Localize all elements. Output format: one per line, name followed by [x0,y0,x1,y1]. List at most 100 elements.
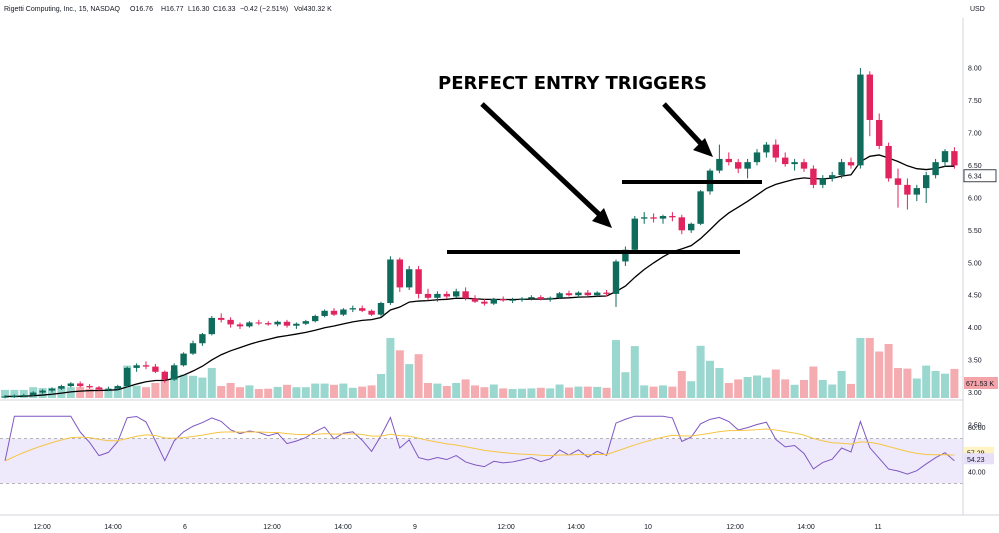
rsi-band [0,438,963,484]
candle-body [246,322,253,327]
candle-body [932,162,939,176]
candle [11,394,18,398]
candle-body [612,261,620,294]
volume-bar [377,374,385,398]
candle-body [490,299,497,304]
volume-bar [922,365,931,398]
rsi-line [4,415,955,475]
candle-body [227,319,234,325]
candle-body [744,162,751,169]
ema-line [4,154,955,398]
ohlc-close: C16.33 [213,6,236,13]
volume-bar [640,385,649,398]
candle [735,158,742,174]
time-tick-label: 11 [874,524,881,531]
candle [255,319,262,326]
candle [453,288,460,298]
volume-bar [132,385,141,398]
candle [537,295,544,301]
candle [885,142,892,182]
volume-bar [771,369,780,398]
candle [77,381,84,388]
candle [30,391,37,397]
candle-body [236,324,244,327]
candle-body [471,298,479,302]
volume-bar [179,374,188,398]
volume-bar [113,386,122,398]
volume-bar [790,384,799,398]
candle [349,305,356,313]
volume-bar [461,379,470,398]
ohlc-open: O16.76 [130,6,153,13]
volume-bar [320,383,329,398]
candle-body [603,292,610,294]
candle [443,291,450,300]
candle [368,309,375,316]
volume-bar [621,372,630,398]
candle-body [142,365,150,367]
candle-body [678,217,685,231]
price-tick-label: 7.00 [968,130,982,137]
candle [518,297,526,302]
volume-bar [480,387,489,398]
rsi-pane [0,415,963,484]
candle [810,165,817,189]
volume-header: Vol430.32 K [294,6,332,13]
candle [688,222,695,233]
volume-bar [442,386,451,398]
candle-body [772,144,779,158]
candle [866,71,873,137]
volume-bar [668,386,677,398]
price-tick-label: 3.00 [968,390,982,397]
candle [189,340,197,355]
price-tick-label: 4.00 [968,325,982,332]
candle [894,168,902,208]
volume-bar [292,387,301,398]
volume-bar [95,388,103,398]
candle-body [847,162,855,166]
volume-bar [386,338,395,398]
volume-bar [828,384,837,398]
annotation-title: PERFECT ENTRY TRIGGERS [438,73,707,94]
candle [669,212,676,222]
time-tick-label: 10 [644,524,652,531]
candle [133,363,140,372]
candle [500,296,507,302]
candle-body [641,217,648,219]
price-tick-label: 5.00 [968,260,982,267]
candle [434,291,441,302]
candle [302,319,309,326]
candle-body [838,162,845,176]
candle [941,149,949,167]
price-tick-label: 4.50 [968,293,982,300]
candle-body [368,310,375,315]
candle-body [575,292,582,296]
candle [227,317,234,328]
candle-body [171,365,178,380]
volume-bar [677,371,686,398]
candle-body [819,178,826,185]
candle-body [594,292,601,296]
candle-body [669,216,676,218]
candle-body [208,317,215,335]
candle [236,322,244,329]
candle-body [387,259,394,303]
candle-body [866,74,873,120]
rsi-value: 54.23 [967,457,985,464]
candle-body [95,387,103,390]
volume-bar [649,386,658,398]
candle-body [180,353,187,366]
volume-bar [48,387,56,398]
candle-body [293,323,300,326]
candle [124,366,131,388]
currency-label[interactable]: USD [970,6,985,13]
candle [283,319,291,328]
candle [105,386,112,392]
volume-bar [358,386,367,398]
volume-bar [452,383,461,398]
volume-bar [236,387,244,398]
time-tick-label: 12:00 [497,524,515,531]
volume-bar [301,387,310,398]
candle-body [876,119,883,146]
